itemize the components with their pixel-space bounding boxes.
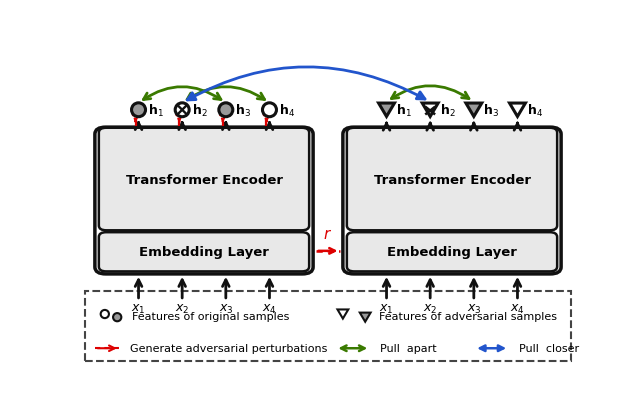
Ellipse shape [219, 103, 233, 117]
Ellipse shape [132, 103, 145, 117]
FancyBboxPatch shape [343, 128, 561, 274]
Text: Generate adversarial perturbations: Generate adversarial perturbations [129, 344, 327, 353]
Polygon shape [466, 104, 482, 117]
FancyBboxPatch shape [99, 233, 309, 272]
Ellipse shape [100, 310, 109, 318]
Text: $\mathbf{h}_1$: $\mathbf{h}_1$ [148, 103, 164, 119]
Ellipse shape [262, 103, 276, 117]
FancyBboxPatch shape [99, 128, 309, 231]
Polygon shape [360, 313, 371, 322]
Text: $x_4$: $x_4$ [510, 303, 525, 316]
Text: $x_1$: $x_1$ [131, 303, 146, 316]
Polygon shape [509, 104, 525, 117]
Text: Features of adversarial samples: Features of adversarial samples [379, 311, 557, 321]
Text: $\mathbf{h}_4$: $\mathbf{h}_4$ [279, 103, 295, 119]
Ellipse shape [113, 313, 122, 321]
Polygon shape [422, 104, 438, 117]
FancyBboxPatch shape [347, 128, 557, 231]
Polygon shape [337, 310, 348, 319]
Text: Embedding Layer: Embedding Layer [139, 246, 269, 258]
FancyBboxPatch shape [347, 233, 557, 272]
Text: Features of original samples: Features of original samples [132, 311, 289, 321]
FancyBboxPatch shape [95, 128, 313, 274]
Text: $x_3$: $x_3$ [218, 303, 233, 316]
Text: $\mathbf{h}_4$: $\mathbf{h}_4$ [527, 103, 543, 119]
Text: $x_2$: $x_2$ [423, 303, 437, 316]
Text: $x_3$: $x_3$ [467, 303, 481, 316]
Text: $\mathbf{h}_2$: $\mathbf{h}_2$ [440, 103, 455, 119]
Text: $\mathbf{h}_2$: $\mathbf{h}_2$ [191, 103, 207, 119]
Text: $\mathbf{h}_3$: $\mathbf{h}_3$ [236, 103, 251, 119]
Text: Transformer Encoder: Transformer Encoder [125, 173, 282, 186]
Text: $\mathbf{h}_1$: $\mathbf{h}_1$ [396, 103, 412, 119]
Text: $\mathbf{h}_3$: $\mathbf{h}_3$ [483, 103, 499, 119]
Polygon shape [379, 104, 394, 117]
Text: $r$: $r$ [323, 227, 333, 242]
FancyBboxPatch shape [85, 292, 571, 361]
Text: Transformer Encoder: Transformer Encoder [374, 173, 531, 186]
Text: Pull  apart: Pull apart [380, 344, 436, 353]
Text: Pull  closer: Pull closer [519, 344, 579, 353]
Text: $x_1$: $x_1$ [380, 303, 394, 316]
Text: $x_2$: $x_2$ [175, 303, 189, 316]
Ellipse shape [175, 103, 189, 117]
Text: $x_4$: $x_4$ [262, 303, 277, 316]
Text: Embedding Layer: Embedding Layer [387, 246, 517, 258]
